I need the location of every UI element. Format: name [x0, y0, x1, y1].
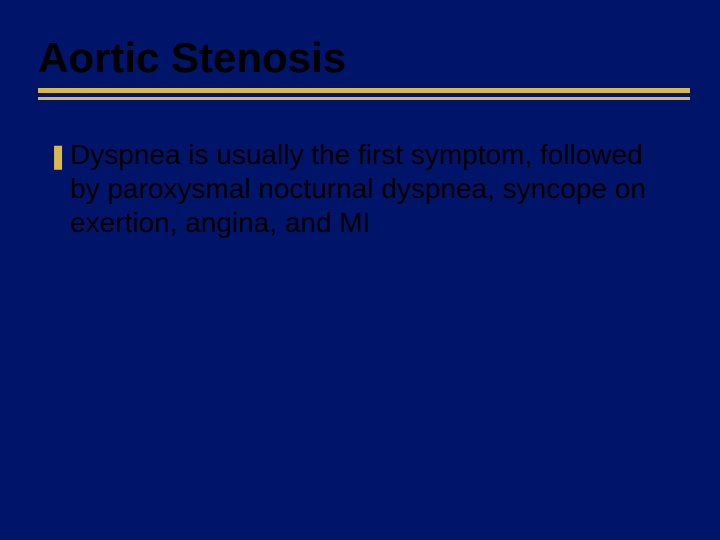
- underline-bottom-bar: [38, 97, 690, 100]
- body-paragraph: Dyspnea is usually the first symptom, fo…: [70, 138, 650, 240]
- bullet-icon: ❚: [48, 142, 68, 171]
- slide-title: Aortic Stenosis: [38, 34, 346, 82]
- slide: Aortic Stenosis ❚ Dyspnea is usually the…: [0, 0, 720, 540]
- underline-top-bar: [38, 88, 690, 93]
